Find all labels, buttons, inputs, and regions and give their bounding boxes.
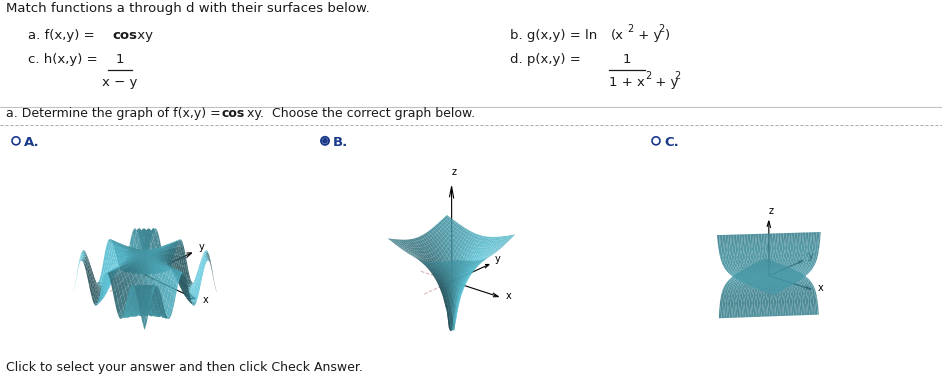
Text: ): ): [665, 29, 670, 42]
Text: Click to select your answer and then click Check Answer.: Click to select your answer and then cli…: [6, 361, 363, 374]
Text: 1: 1: [623, 53, 631, 66]
Text: 2: 2: [674, 71, 680, 81]
Text: 1: 1: [116, 53, 124, 66]
Text: x − y: x − y: [103, 76, 138, 89]
Text: b. g(x,y) = ln: b. g(x,y) = ln: [510, 29, 602, 42]
Text: xy: xy: [133, 29, 153, 42]
Text: B.: B.: [333, 136, 349, 149]
Text: 1 + x: 1 + x: [609, 76, 645, 89]
Text: 2: 2: [627, 25, 633, 35]
Text: 2: 2: [658, 25, 664, 35]
Text: cos: cos: [112, 29, 137, 42]
Circle shape: [323, 139, 327, 143]
Text: (x: (x: [611, 29, 624, 42]
Text: c. h(x,y) =: c. h(x,y) =: [28, 53, 102, 66]
Text: cos: cos: [222, 107, 245, 120]
Text: A.: A.: [24, 136, 40, 149]
Text: a. f(x,y) =: a. f(x,y) =: [28, 29, 99, 42]
Text: Match functions a through d with their surfaces below.: Match functions a through d with their s…: [6, 2, 370, 15]
Text: d. p(x,y) =: d. p(x,y) =: [510, 53, 585, 66]
Text: 2: 2: [645, 71, 651, 81]
Text: + y: + y: [651, 76, 678, 89]
Text: a. Determine the graph of f(x,y) =: a. Determine the graph of f(x,y) =: [6, 107, 225, 120]
Text: xy.  Choose the correct graph below.: xy. Choose the correct graph below.: [243, 107, 475, 120]
Text: C.: C.: [664, 136, 679, 149]
Text: + y: + y: [634, 29, 661, 42]
